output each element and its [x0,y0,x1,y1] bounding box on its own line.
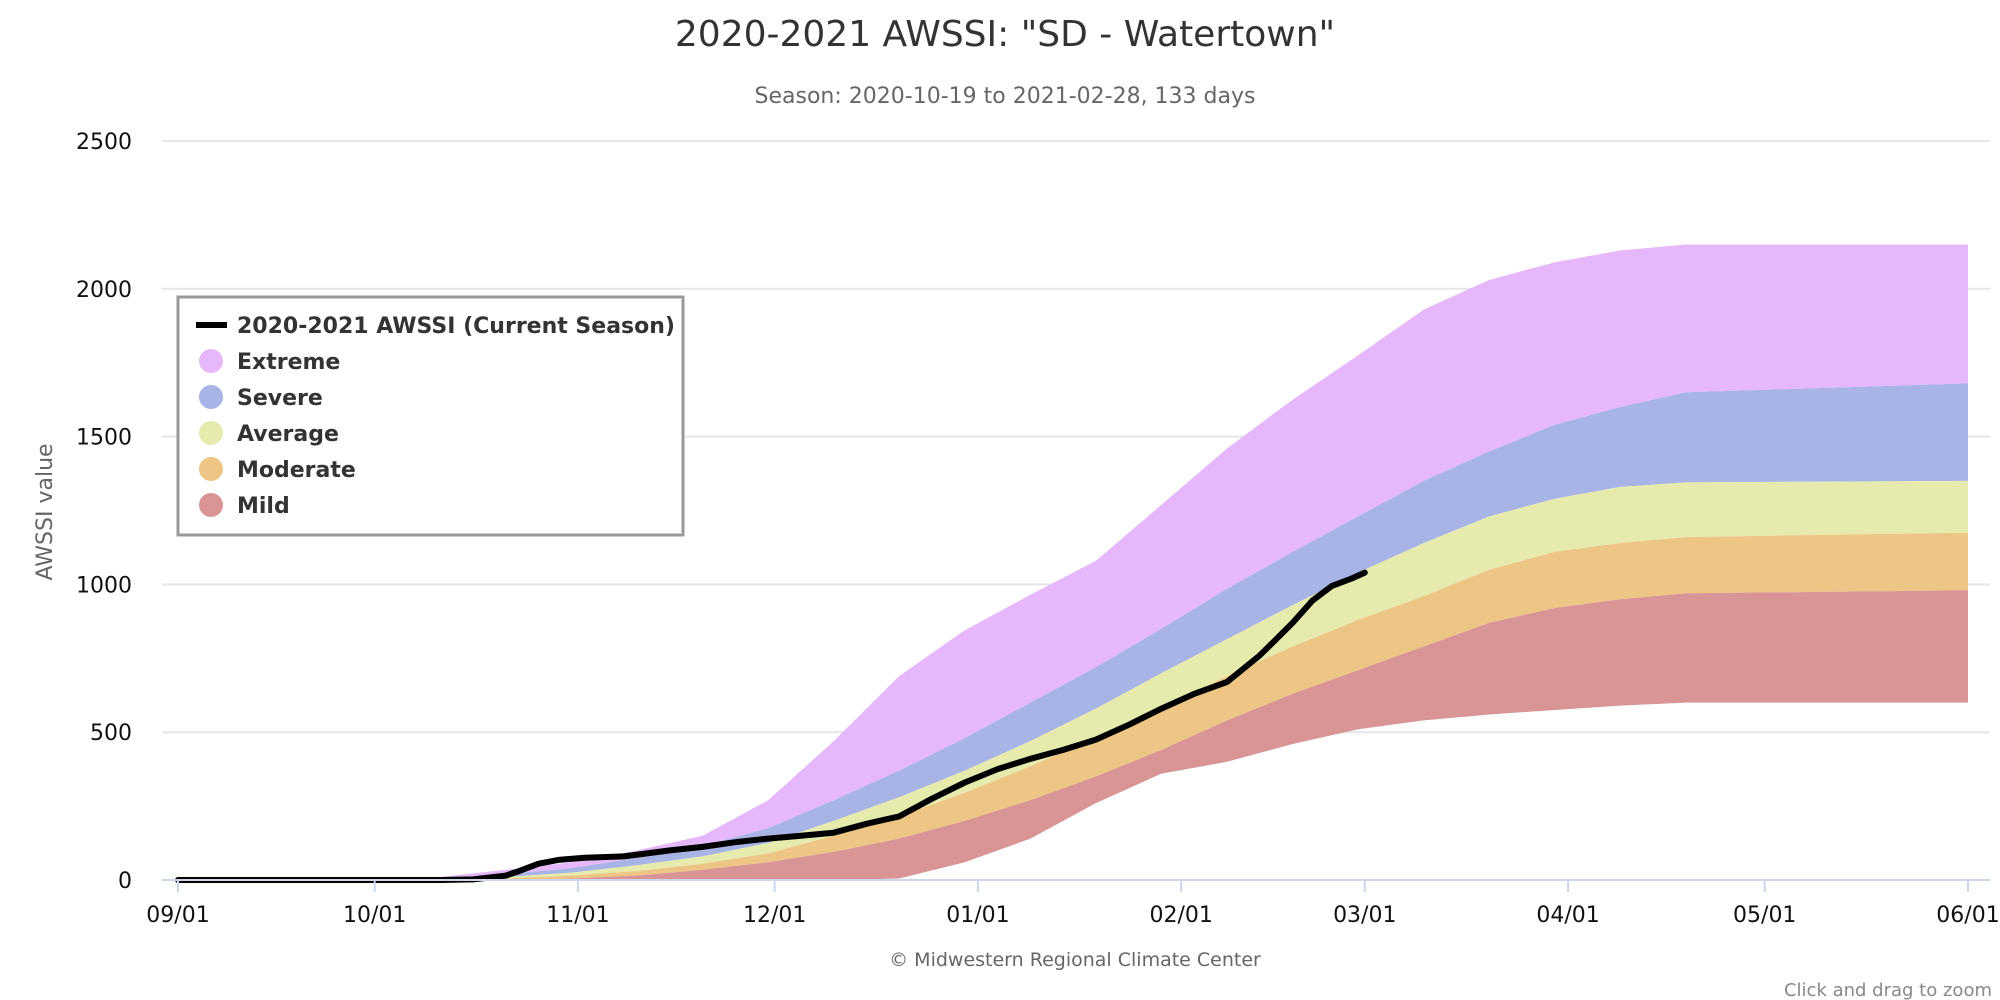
x-tick-label: 10/01 [343,903,406,928]
x-tick-label: 04/01 [1536,903,1599,928]
x-tick-label: 03/01 [1333,903,1396,928]
legend-item-current-season[interactable]: 2020-2021 AWSSI (Current Season) [237,314,675,339]
legend: 2020-2021 AWSSI (Current Season) Extreme… [176,295,685,537]
percentile-bands [178,244,1968,881]
x-tick-label: 02/01 [1149,903,1212,928]
y-tick-label: 500 [90,721,132,746]
x-tick-label: 01/01 [946,903,1009,928]
x-tick-label: 06/01 [1936,903,1999,928]
y-tick-label: 2500 [76,130,132,155]
legend-mild-icon [199,493,223,517]
x-tick-label: 09/01 [146,903,209,928]
legend-average-icon [199,421,223,445]
axes: 0 500 1000 1500 2000 2500 09/01 10/01 11/01 12/01… [76,130,2000,928]
legend-item-moderate[interactable]: Moderate [237,458,356,483]
credit-text[interactable]: © Midwestern Regional Climate Center [889,949,1261,971]
x-tick-label: 11/01 [546,903,609,928]
y-tick-label: 1500 [76,426,132,451]
band-mild[interactable] [178,590,1968,880]
y-tick-label: 1000 [76,573,132,598]
legend-item-extreme[interactable]: Extreme [237,350,340,375]
legend-box [176,295,685,537]
current-season-series [175,569,1368,883]
legend-item-average[interactable]: Average [237,422,339,447]
band-average[interactable] [178,480,1968,880]
y-tick-label: 2000 [76,278,132,303]
chart-title: 2020-2021 AWSSI: "SD - Watertown" [675,14,1335,55]
zoom-hint: Click and drag to zoom [1784,980,1992,1000]
chart-subtitle: Season: 2020-10-19 to 2021-02-28, 133 da… [755,84,1256,109]
band-extreme[interactable] [178,244,1968,881]
legend-item-severe[interactable]: Severe [237,386,323,411]
y-axis-label: AWSSI value [33,443,58,580]
current-season-line[interactable] [175,569,1368,883]
legend-moderate-icon [199,457,223,481]
y-tick-label: 0 [118,869,132,894]
legend-item-mild[interactable]: Mild [237,494,290,519]
x-tick-label: 05/01 [1733,903,1796,928]
band-moderate[interactable] [178,532,1968,880]
x-tick-label: 12/01 [743,903,806,928]
band-severe[interactable] [178,383,1968,880]
legend-extreme-icon [199,349,223,373]
legend-severe-icon [199,385,223,409]
